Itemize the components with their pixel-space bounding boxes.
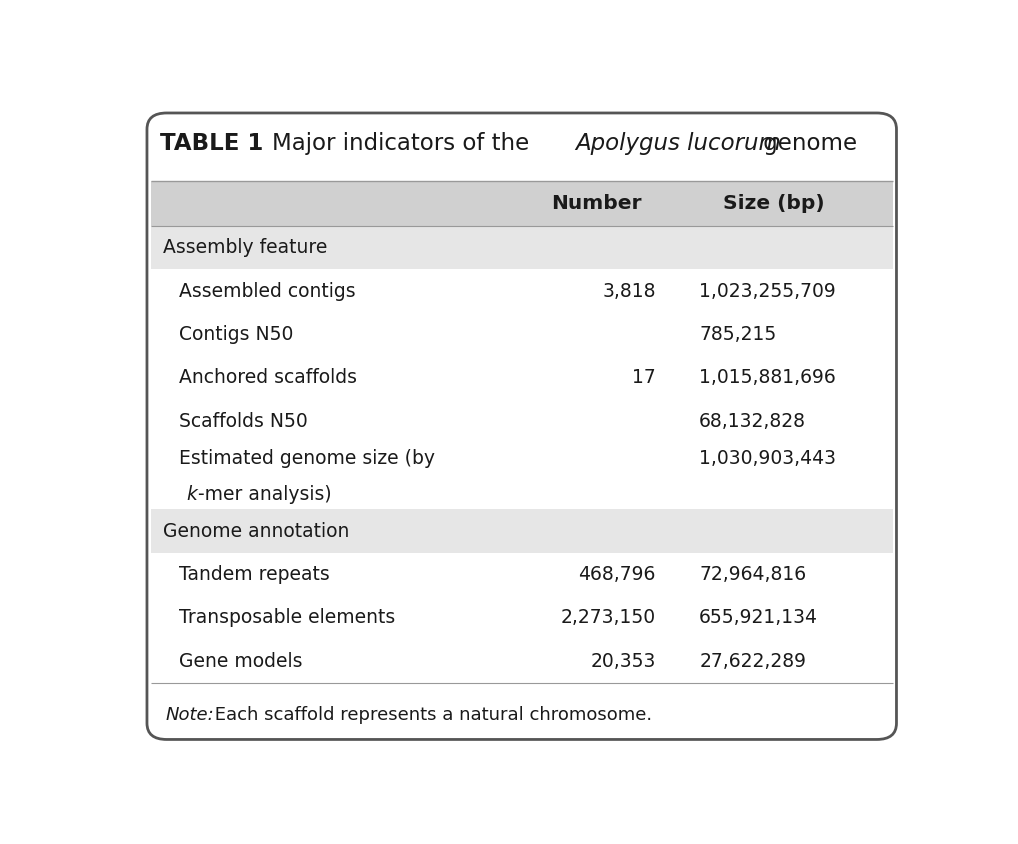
- Text: genome: genome: [756, 132, 857, 155]
- Text: 72,964,816: 72,964,816: [699, 565, 806, 584]
- Text: 17: 17: [632, 368, 656, 387]
- Text: Tandem repeats: Tandem repeats: [178, 565, 329, 584]
- Bar: [151, 640, 893, 683]
- Text: 20,353: 20,353: [590, 652, 656, 671]
- Text: Each scaffold represents a natural chromosome.: Each scaffold represents a natural chrom…: [209, 706, 652, 724]
- Bar: [151, 443, 893, 510]
- Text: TABLE 1: TABLE 1: [161, 132, 264, 155]
- Text: 655,921,134: 655,921,134: [699, 609, 818, 627]
- Text: 3,818: 3,818: [603, 282, 656, 300]
- Text: -mer analysis): -mer analysis): [199, 484, 332, 504]
- Text: Size (bp): Size (bp): [724, 194, 825, 213]
- Text: Gene models: Gene models: [178, 652, 302, 671]
- Text: 1,030,903,443: 1,030,903,443: [699, 449, 836, 468]
- Text: Note:: Note:: [165, 706, 214, 724]
- Text: 27,622,289: 27,622,289: [699, 652, 806, 671]
- Text: 1,015,881,696: 1,015,881,696: [699, 368, 836, 387]
- Bar: [151, 181, 893, 226]
- Text: Assembled contigs: Assembled contigs: [178, 282, 355, 300]
- Text: Scaffolds N50: Scaffolds N50: [178, 412, 307, 430]
- Text: Transposable elements: Transposable elements: [178, 609, 395, 627]
- Text: k: k: [186, 484, 197, 504]
- Bar: [151, 226, 893, 269]
- Bar: [151, 356, 893, 399]
- Bar: [151, 553, 893, 596]
- Text: Number: Number: [552, 194, 642, 213]
- Text: Assembly feature: Assembly feature: [163, 238, 327, 257]
- Text: Genome annotation: Genome annotation: [163, 522, 349, 541]
- Text: Anchored scaffolds: Anchored scaffolds: [178, 368, 356, 387]
- Text: Estimated genome size (by: Estimated genome size (by: [178, 449, 435, 468]
- Bar: [151, 596, 893, 640]
- Bar: [151, 399, 893, 443]
- Text: 2,273,150: 2,273,150: [561, 609, 656, 627]
- Text: 68,132,828: 68,132,828: [699, 412, 806, 430]
- FancyBboxPatch shape: [147, 113, 897, 739]
- Text: 785,215: 785,215: [699, 325, 777, 344]
- Text: Apolygus lucorum: Apolygus lucorum: [575, 132, 781, 155]
- Text: Major indicators of the: Major indicators of the: [272, 132, 536, 155]
- Bar: [151, 269, 893, 313]
- Text: 468,796: 468,796: [578, 565, 656, 584]
- Text: 1,023,255,709: 1,023,255,709: [699, 282, 836, 300]
- Bar: [151, 313, 893, 356]
- Bar: [151, 510, 893, 553]
- Text: Contigs N50: Contigs N50: [178, 325, 293, 344]
